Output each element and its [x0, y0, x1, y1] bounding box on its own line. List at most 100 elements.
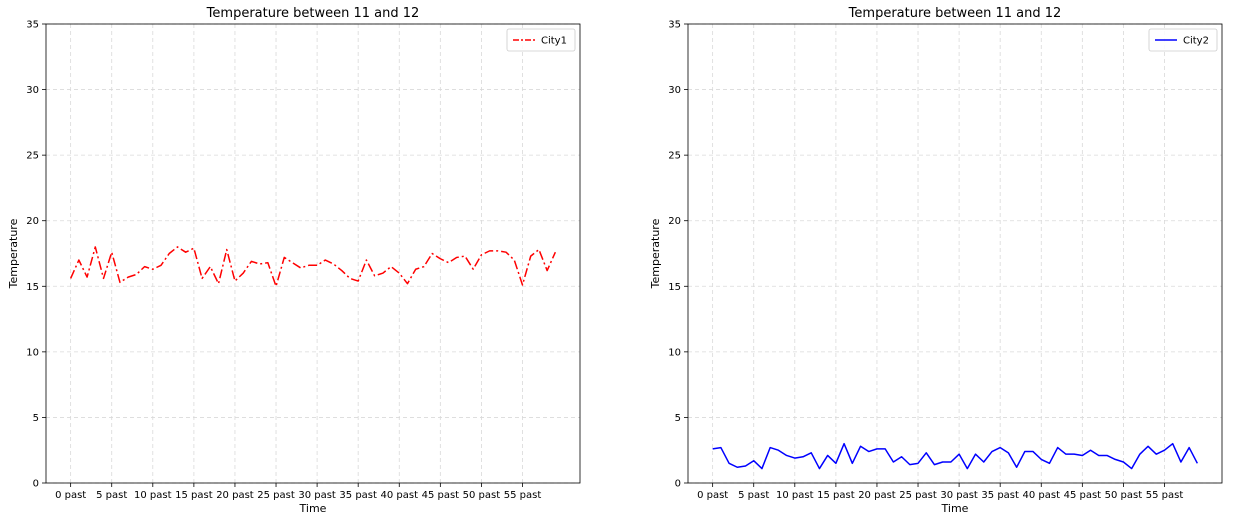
data-point: [473, 269, 474, 270]
data-point: [761, 468, 762, 469]
data-point: [317, 265, 318, 266]
data-point: [827, 455, 828, 456]
data-point: [555, 252, 556, 253]
data-point: [349, 278, 350, 279]
x-tick-label: 55 past: [504, 490, 542, 501]
data-point: [136, 274, 137, 275]
y-axis-label: Temperature: [7, 218, 20, 289]
subplot-2: 0 past 5 past 10 past 15 past 20 past 25 past…: [649, 6, 1223, 515]
data-point: [530, 256, 531, 257]
x-tick-label: 15 past: [175, 490, 213, 501]
data-point: [983, 461, 984, 462]
x-tick-label: 25 past: [257, 490, 295, 501]
data-point: [843, 443, 844, 444]
data-point: [1106, 455, 1107, 456]
data-point: [226, 249, 227, 250]
data-point: [193, 248, 194, 249]
data-point: [152, 269, 153, 270]
plot-frame: [45, 23, 581, 484]
y-tick-label: 15: [26, 282, 39, 293]
data-point: [497, 250, 498, 251]
x-tick-label: 0 past: [55, 490, 86, 501]
data-point: [770, 447, 771, 448]
data-point: [169, 253, 170, 254]
data-point: [144, 266, 145, 267]
data-point: [177, 246, 178, 247]
data-point: [308, 265, 309, 266]
legend-box: [1148, 28, 1218, 52]
data-point: [1032, 451, 1033, 452]
data-point: [917, 463, 918, 464]
y-tick-label: 30: [668, 85, 681, 96]
data-point: [1172, 443, 1173, 444]
legend-label: City2: [1183, 36, 1209, 47]
x-tick-label: 50 past: [1105, 490, 1143, 501]
data-point: [942, 461, 943, 462]
x-tick-label: 45 past: [422, 490, 460, 501]
x-axis-label: Time: [299, 502, 327, 515]
y-tick-label: 5: [675, 413, 681, 424]
y-tick-label: 15: [668, 282, 681, 293]
data-point: [259, 263, 260, 264]
y-tick-label: 25: [668, 151, 681, 162]
data-point: [819, 468, 820, 469]
data-point: [292, 262, 293, 263]
data-point: [1131, 468, 1132, 469]
data-point: [728, 463, 729, 464]
x-tick-label: 5 past: [738, 490, 769, 501]
data-point: [1049, 463, 1050, 464]
y-tick-label: 10: [26, 347, 39, 358]
data-point: [489, 250, 490, 251]
x-tick-label: 15 past: [817, 490, 855, 501]
data-point: [201, 278, 202, 279]
x-tick-label: 20 past: [216, 490, 254, 501]
series-line-city2: [712, 442, 1199, 470]
data-point: [366, 259, 367, 260]
data-point: [456, 257, 457, 258]
series-line-city1: [69, 246, 557, 288]
data-point: [251, 261, 252, 262]
y-tick-label: 35: [26, 20, 39, 31]
x-tick-label: 40 past: [381, 490, 419, 501]
x-tick-label: 30 past: [940, 490, 978, 501]
data-point: [547, 270, 548, 271]
data-point: [991, 451, 992, 452]
y-tick-label: 0: [33, 479, 39, 490]
data-point: [432, 253, 433, 254]
data-point: [70, 278, 71, 279]
data-point: [399, 273, 400, 274]
x-tick-label: 40 past: [1023, 490, 1061, 501]
data-point: [1098, 455, 1099, 456]
y-tick-label: 5: [33, 413, 39, 424]
x-tick-label: 25 past: [899, 490, 937, 501]
data-point: [481, 254, 482, 255]
x-tick-label: 35 past: [339, 490, 377, 501]
data-point: [720, 447, 721, 448]
data-point: [1008, 452, 1009, 453]
data-point: [835, 463, 836, 464]
data-point: [415, 269, 416, 270]
data-point: [111, 252, 112, 253]
y-axis-label: Temperature: [649, 218, 662, 289]
data-point: [1016, 467, 1017, 468]
data-point: [794, 457, 795, 458]
data-point: [1115, 459, 1116, 460]
data-point: [909, 464, 910, 465]
data-point: [1065, 454, 1066, 455]
data-point: [967, 468, 968, 469]
data-point: [358, 280, 359, 281]
data-point: [1139, 454, 1140, 455]
data-point: [885, 448, 886, 449]
data-point: [712, 448, 713, 449]
data-point: [185, 252, 186, 253]
data-point: [786, 455, 787, 456]
legend: City1: [506, 28, 576, 52]
x-tick-label: 10 past: [134, 490, 172, 501]
y-tick-label: 20: [26, 216, 39, 227]
x-tick-label: 20 past: [858, 490, 896, 501]
data-point: [300, 267, 301, 268]
x-axis-label: Time: [941, 502, 969, 515]
data-point: [505, 252, 506, 253]
